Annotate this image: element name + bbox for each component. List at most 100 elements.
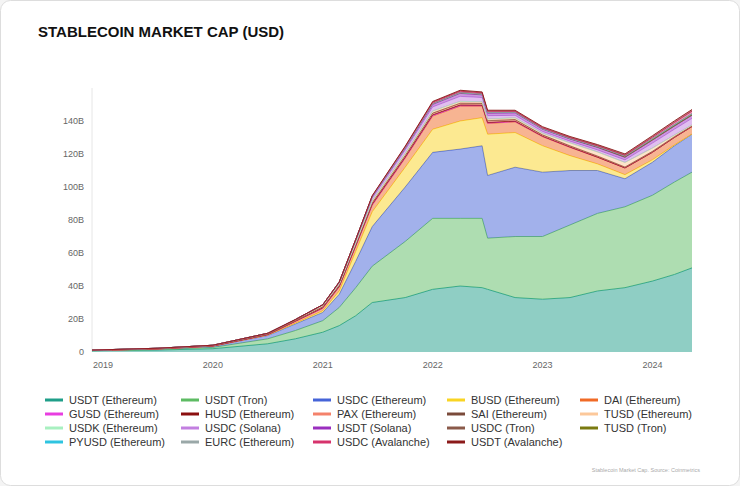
area: [92, 93, 692, 351]
legend-swatch: [580, 427, 598, 430]
legend-label: USDK (Ethereum): [69, 422, 158, 434]
area-edge: [92, 93, 692, 351]
legend-label: USDC (Ethereum): [337, 394, 426, 406]
area-edge: [92, 103, 692, 350]
y-tick-label: 120B: [63, 149, 84, 159]
legend-entry: PYUSD (Ethereum): [45, 436, 165, 448]
area: [92, 93, 692, 351]
y-tick-label: 60B: [68, 248, 84, 258]
area: [92, 103, 692, 350]
area: [92, 106, 692, 351]
x-tick-label: 2022: [423, 360, 443, 370]
legend-swatch: [580, 399, 598, 402]
legend-swatch: [45, 441, 63, 444]
legend-label: USDT (Tron): [205, 394, 267, 406]
legend-swatch: [45, 427, 63, 430]
legend-entry: GUSD (Ethereum): [45, 408, 159, 420]
plot-area: [92, 90, 692, 352]
x-tick-label: 2019: [93, 360, 113, 370]
title: STABLECOIN MARKET CAP (USD): [38, 23, 284, 40]
area-edge: [92, 93, 692, 351]
legend-label: USDT (Ethereum): [69, 394, 157, 406]
legend-entry: USDC (Avalanche): [313, 436, 430, 448]
area: [92, 106, 692, 350]
legend-swatch: [447, 427, 465, 430]
legend-entry: USDC (Tron): [447, 422, 535, 434]
legend-entry: TUSD (Ethereum): [580, 408, 692, 420]
legend-label: PAX (Ethereum): [337, 408, 416, 420]
y-tick-label: 80B: [68, 215, 84, 225]
legend-entry: TUSD (Tron): [580, 422, 667, 434]
y-tick-label: 20B: [68, 314, 84, 324]
area: [92, 105, 692, 351]
area: [92, 90, 692, 350]
legend-swatch: [181, 427, 199, 430]
area: [92, 91, 692, 350]
legend-entry: USDT (Avalanche): [447, 436, 562, 448]
legend-swatch: [447, 399, 465, 402]
legend-swatch: [580, 413, 598, 416]
legend-label: USDC (Tron): [471, 422, 535, 434]
legend-swatch: [313, 427, 331, 430]
legend-entry: USDC (Ethereum): [313, 394, 426, 406]
legend-entry: HUSD (Ethereum): [181, 408, 294, 420]
legend-entry: PAX (Ethereum): [313, 408, 416, 420]
legend-swatch: [181, 441, 199, 444]
area-edge: [92, 101, 692, 350]
area-edge: [92, 103, 692, 350]
card: [1, 1, 740, 486]
legend-entry: USDC (Solana): [181, 422, 281, 434]
area-edge: [92, 93, 692, 350]
x-tick-label: 2023: [533, 360, 553, 370]
legend-entry: SAI (Ethereum): [447, 408, 547, 420]
y-tick-label: 100B: [63, 182, 84, 192]
legend-swatch: [313, 413, 331, 416]
legend-entry: USDT (Tron): [181, 394, 267, 406]
legend-label: USDT (Solana): [337, 422, 411, 434]
legend-entry: USDT (Ethereum): [45, 394, 157, 406]
area: [92, 93, 692, 351]
area-edge: [92, 96, 692, 350]
area-edge: [92, 105, 692, 351]
legend-entry: BUSD (Ethereum): [447, 394, 560, 406]
y-tick-label: 140B: [63, 116, 84, 126]
area: [92, 103, 692, 350]
area: [92, 96, 692, 350]
legend-swatch: [181, 413, 199, 416]
area-edge: [92, 101, 692, 350]
legend-label: USDC (Avalanche): [337, 436, 430, 448]
legend-swatch: [313, 399, 331, 402]
area: [92, 101, 692, 350]
legend-swatch: [45, 413, 63, 416]
y-axis-line: [92, 88, 93, 352]
y-tick-label: 0: [79, 347, 84, 357]
legend-swatch: [447, 413, 465, 416]
legend-label: USDT (Avalanche): [471, 436, 562, 448]
legend-swatch: [45, 399, 63, 402]
source-note: Stablecoin Market Cap. Source: Coinmetri…: [592, 467, 700, 473]
legend-entry: EURC (Ethereum): [181, 436, 294, 448]
legend-label: HUSD (Ethereum): [205, 408, 294, 420]
area: [92, 101, 692, 350]
legend-label: GUSD (Ethereum): [69, 408, 159, 420]
area-edge: [92, 106, 692, 350]
x-tick-label: 2024: [642, 360, 662, 370]
legend-label: EURC (Ethereum): [205, 436, 294, 448]
y-tick-label: 40B: [68, 281, 84, 291]
legend-label: PYUSD (Ethereum): [69, 436, 165, 448]
legend-swatch: [181, 399, 199, 402]
x-tick-label: 2020: [203, 360, 223, 370]
legend-entry: USDT (Solana): [313, 422, 411, 434]
legend-label: TUSD (Ethereum): [604, 408, 692, 420]
area-edge: [92, 91, 692, 350]
area-edge: [92, 93, 692, 351]
legend-entry: USDK (Ethereum): [45, 422, 158, 434]
legend-swatch: [313, 441, 331, 444]
legend-swatch: [447, 441, 465, 444]
legend-label: BUSD (Ethereum): [471, 394, 560, 406]
area-edge: [92, 106, 692, 351]
area: [92, 93, 692, 351]
legend-label: TUSD (Tron): [604, 422, 667, 434]
legend-label: DAI (Ethereum): [604, 394, 680, 406]
x-tick-label: 2021: [313, 360, 333, 370]
